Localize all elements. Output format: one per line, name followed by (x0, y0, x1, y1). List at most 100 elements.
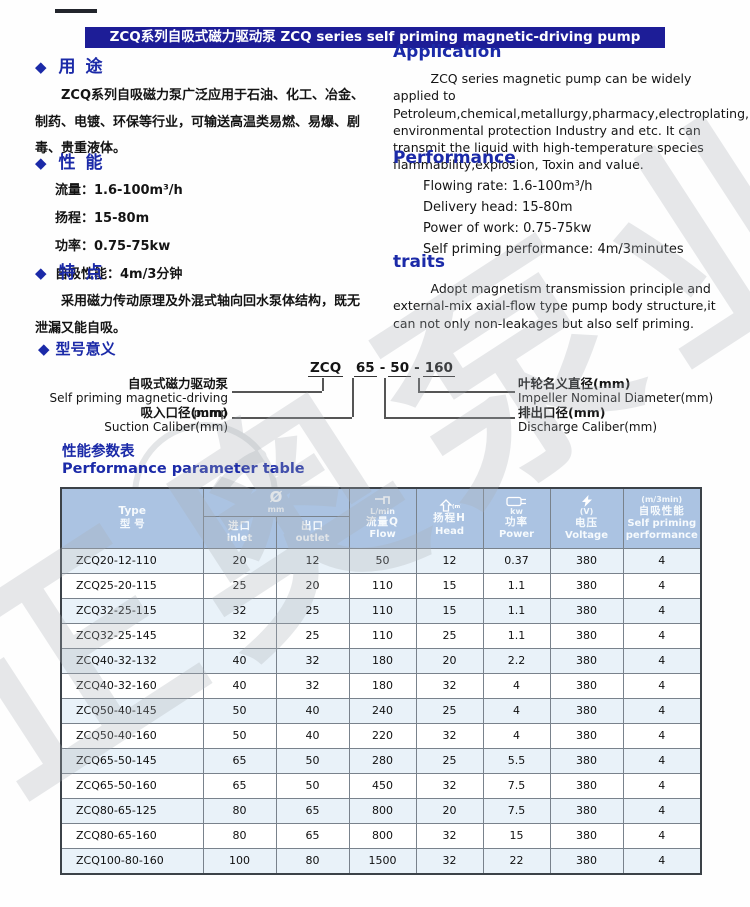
value-cell: 110 (348, 597, 417, 624)
value-cell: 380 (549, 822, 624, 849)
power-icon (484, 496, 550, 507)
section-performance-cn: ◆ 性 能 流量：1.6-100m³/h 扬程：15-80m 功率：0.75-75… (35, 148, 370, 291)
model-cell: ZCQ80-65-125 (60, 797, 204, 824)
value-cell: 1500 (348, 847, 417, 875)
column-header-flow: L/min 流量Q Flow (348, 487, 417, 549)
head-label-en: Head (434, 525, 465, 537)
column-header-selfpriming: (m/3min) 自吸性能 Self priming performance (622, 487, 702, 549)
section-title-text: 型号意义 (55, 340, 116, 358)
table-row: ZCQ80-65-125 80 65 800 20 7.5 380 4 (60, 797, 702, 824)
selfpriming-label-cn: 自吸性能 (638, 505, 685, 518)
value-cell: 4 (622, 622, 702, 649)
column-header-outlet: 出口 outlet (275, 515, 350, 549)
value-cell: 4 (622, 597, 702, 624)
connector-line (418, 391, 515, 393)
value-cell: 380 (549, 722, 624, 749)
model-cell: ZCQ32-25-145 (60, 622, 204, 649)
section-performance-cn-title: ◆ 性 能 (35, 148, 370, 173)
value-cell: 65 (275, 797, 350, 824)
inlet-label-en: inlet (226, 532, 253, 544)
column-header-head: (m) 扬程H Head (415, 487, 484, 549)
value-cell: 4 (622, 772, 702, 799)
model-designation-diagram: ZCQ 65-50-160 自吸式磁力驱动泵 Self priming magn… (0, 352, 750, 444)
value-cell: 4 (482, 722, 551, 749)
section-use-cn: ◆ 用 途 ZCQ系列自吸磁力泵广泛应用于石油、化工、冶金、制药、电镀、环保等行业… (35, 52, 370, 163)
diamond-icon: ◆ (35, 58, 49, 76)
value-cell: 800 (348, 797, 417, 824)
diamond-icon: ◆ (38, 340, 50, 358)
spec-line: Delivery head: 15-80m (423, 200, 573, 216)
performance-table: Type 型 号 Ø mm L/min 流量Q Flow (m) (60, 487, 703, 875)
value-cell: 800 (348, 822, 417, 849)
diameter-unit: mm (267, 505, 285, 514)
value-cell: 4 (622, 797, 702, 824)
flow-label-cn: 流量Q (366, 516, 399, 529)
diamond-icon: ◆ (35, 264, 49, 282)
value-cell: 4 (622, 697, 702, 724)
head-icon: (m) (417, 499, 483, 513)
value-cell: 110 (348, 572, 417, 599)
table-row: ZCQ50-40-160 50 40 220 32 4 380 4 (60, 722, 702, 749)
table-row: ZCQ40-32-132 40 32 180 20 2.2 380 4 (60, 647, 702, 674)
value-cell: 4 (622, 847, 702, 875)
value-cell: 40 (275, 722, 350, 749)
model-designation-title: ◆ 型号意义 (38, 338, 116, 359)
model-cell: ZCQ25-20-115 (60, 572, 204, 599)
value-cell: 20 (275, 572, 350, 599)
table-body: ZCQ20-12-110 20 12 50 12 0.37 380 4 ZCQ25-20-115… (60, 547, 702, 875)
model-cell: ZCQ50-40-160 (60, 722, 204, 749)
value-cell: 110 (348, 622, 417, 649)
spec-line: Flowing rate: 1.6-100m³/h (423, 179, 593, 194)
value-cell: 380 (549, 547, 624, 574)
value-cell: 25 (275, 597, 350, 624)
label-cn: 吸入口径(mm) (140, 405, 228, 420)
model-cell: ZCQ65-50-145 (60, 747, 204, 774)
column-header-diameter: Ø mm (202, 487, 350, 517)
diameter-icon: Ø (269, 488, 283, 506)
table-row: ZCQ20-12-110 20 12 50 12 0.37 380 4 (60, 547, 702, 574)
table-row: ZCQ65-50-145 65 50 280 25 5.5 380 4 (60, 747, 702, 774)
value-cell: 32 (275, 672, 350, 699)
model-prefix: ZCQ (308, 360, 344, 377)
section-traits-en-body: Adopt magnetism transmission principle a… (393, 281, 716, 331)
value-cell: 12 (415, 547, 484, 574)
value-cell: 25 (415, 747, 484, 774)
value-cell: 32 (202, 622, 277, 649)
value-cell: 50 (202, 722, 277, 749)
value-cell: 25 (275, 622, 350, 649)
spec-line: Power of work: 0.75-75kw (423, 221, 592, 237)
model-code: ZCQ 65-50-160 (308, 360, 455, 377)
table-row: ZCQ25-20-115 25 20 110 15 1.1 380 4 (60, 572, 702, 599)
label-en: Impeller Nominal Diameter(mm) (518, 391, 714, 406)
connector-line (384, 417, 515, 419)
section-use-cn-title: ◆ 用 途 (35, 52, 370, 77)
selfpriming-unit: (m/3min) (641, 495, 683, 505)
column-header-type: Type 型 号 (60, 487, 204, 549)
type-label-cn: 型 号 (119, 518, 145, 531)
value-cell: 20 (202, 547, 277, 574)
section-title-text: 性 能 (58, 153, 105, 173)
value-cell: 4 (482, 697, 551, 724)
connector-line (384, 378, 386, 417)
section-title-text: 特 点 (58, 263, 105, 283)
value-cell: 280 (348, 747, 417, 774)
label-en: Discharge Caliber(mm) (518, 420, 657, 435)
value-cell: 80 (202, 797, 277, 824)
value-cell: 50 (275, 747, 350, 774)
model-cell: ZCQ65-50-160 (60, 772, 204, 799)
value-cell: 65 (202, 772, 277, 799)
model-impeller: 160 (422, 360, 455, 377)
voltage-label-cn: 电压 (575, 516, 599, 529)
flow-icon (350, 495, 416, 507)
model-separator: - (414, 360, 420, 376)
model-cell: ZCQ32-25-115 (60, 597, 204, 624)
value-cell: 22 (482, 847, 551, 875)
value-cell: 32 (275, 647, 350, 674)
label-en: Suction Caliber(mm) (104, 420, 228, 435)
value-cell: 15 (482, 822, 551, 849)
table-row: ZCQ50-40-145 50 40 240 25 4 380 4 (60, 697, 702, 724)
value-cell: 20 (415, 647, 484, 674)
value-cell: 180 (348, 672, 417, 699)
value-cell: 32 (415, 722, 484, 749)
column-header-power: kw 功率 Power (482, 487, 551, 549)
